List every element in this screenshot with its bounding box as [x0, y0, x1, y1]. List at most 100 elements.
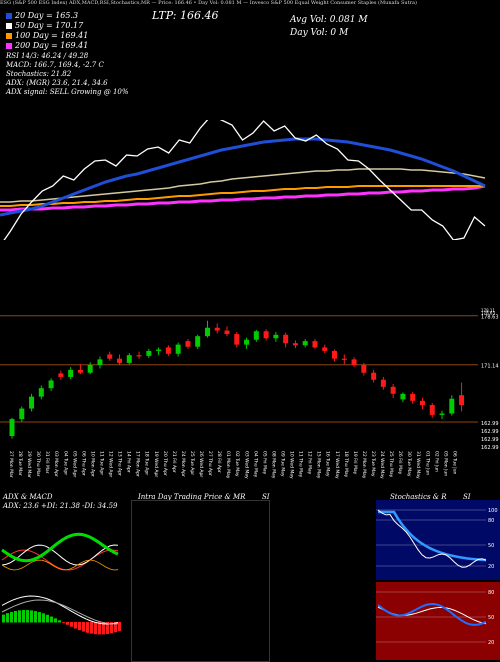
- date-label: 17 Mon Apr: [135, 451, 141, 477]
- macd-bar: [90, 622, 93, 634]
- candle-body: [156, 349, 162, 351]
- price-level-label: 162.99: [481, 421, 499, 427]
- stoch-text: Stochastics: 21.82: [6, 70, 72, 78]
- date-label: 29 Wed Mar: [26, 451, 32, 478]
- candle-body: [195, 336, 201, 347]
- macd-bar: [86, 622, 89, 633]
- price-level-label: 178.63: [481, 315, 499, 321]
- legend-sma100-label: 100 Day = 169.41: [15, 31, 89, 40]
- plus-di-line: [1, 544, 119, 566]
- candle-body: [380, 379, 386, 387]
- date-label: 21 Fri Apr: [171, 451, 177, 473]
- sma50-line: [0, 168, 486, 203]
- candle-body: [371, 372, 377, 380]
- price-level-label: 171.14: [481, 364, 499, 370]
- adx-panel-bg: [0, 510, 124, 660]
- date-label: 25 Tue Apr: [189, 451, 195, 475]
- date-label: 19 Fri May: [352, 451, 358, 475]
- indicator-info: RSI 14/3: 46.24 / 49.28 MACD: 166.7, 169…: [6, 52, 104, 79]
- candle-body: [29, 396, 35, 409]
- adx-panel-values: ADX: 23.6 +DI: 21.38 -DI: 34.59: [3, 502, 118, 510]
- candle-body: [224, 330, 230, 335]
- intraday-panel: [131, 500, 270, 662]
- macd-bar: [106, 622, 109, 635]
- rsi-tick-label: 20: [488, 640, 494, 646]
- minus-di-line: [1, 549, 119, 571]
- macd-signal-line: [1, 599, 119, 625]
- date-label: 05 Mon Jun: [442, 451, 448, 476]
- sma20-swatch: [6, 13, 12, 19]
- macd-bar: [98, 622, 101, 635]
- macd-bar: [102, 622, 105, 635]
- date-label: 26 Fri May: [397, 451, 403, 475]
- adx-panel-title: ADX & MACD: [3, 493, 53, 501]
- candle-body: [419, 400, 425, 406]
- adx-signal-text: ADX signal: SELL Growing @ 10%: [6, 88, 129, 96]
- date-label: 11 Thu May: [298, 451, 304, 478]
- date-label: 22 Mon May: [361, 451, 367, 479]
- candle-body: [234, 334, 240, 345]
- macd-line: [1, 595, 119, 625]
- legend-sma20: 20 Day = 165.3: [6, 11, 146, 21]
- candle-body: [332, 350, 338, 359]
- candle-body: [439, 413, 445, 415]
- rsi-tick-label: 80: [488, 590, 494, 596]
- candle-body: [361, 365, 367, 373]
- candle-body: [9, 419, 15, 436]
- date-label: 25 Thu May: [388, 451, 394, 478]
- price-line: [3, 120, 486, 240]
- macd-bar: [42, 613, 45, 623]
- macd-bar: [70, 622, 73, 627]
- stoch-tick-label: 100: [488, 508, 498, 514]
- rsi-panel-bg: [376, 582, 500, 660]
- date-label: 23 Tue May: [370, 451, 376, 477]
- candlestick-chart: 178.63 171.14 162.99 162.99 162.99 162.99 178.…: [0, 308, 499, 479]
- date-label: 19 Wed Apr: [153, 451, 159, 477]
- candle-body: [136, 355, 142, 357]
- candle-body: [312, 341, 318, 348]
- candle-body: [322, 347, 328, 351]
- candle-body: [146, 350, 152, 356]
- candle-body: [390, 386, 396, 394]
- top-price-label: 178.63: [481, 311, 495, 316]
- candle-body: [429, 405, 435, 415]
- date-label: 24 Wed May: [379, 451, 385, 479]
- date-label: 27 Mon Mar: [8, 451, 14, 478]
- sma-legend: 20 Day = 165.3 50 Day = 170.17 100 Day =…: [6, 11, 146, 51]
- macd-bar: [66, 622, 69, 625]
- candle-body: [165, 347, 171, 354]
- stoch-tick-label: 50: [488, 543, 494, 549]
- candle-body: [38, 388, 44, 397]
- macd-bar: [38, 612, 41, 623]
- macd-bar: [10, 611, 13, 623]
- macd-bar: [82, 622, 85, 632]
- date-label: 30 Thu Mar: [35, 451, 41, 477]
- date-label: 05 Wed Apr: [71, 451, 77, 477]
- date-label: 03 Mon Apr: [53, 451, 59, 477]
- stoch-d-line: [378, 510, 487, 562]
- candle-body: [204, 327, 210, 337]
- candle-body: [107, 354, 113, 359]
- macd-bar: [2, 614, 5, 623]
- macd-text: MACD: 166.7, 169.4, -2.7 C: [6, 61, 104, 69]
- candle-body: [214, 327, 220, 331]
- date-label: 12 Fri May: [307, 451, 313, 475]
- macd-bar: [114, 622, 117, 633]
- stoch-tick-label: 20: [488, 564, 494, 570]
- ticker-strip: ESG (S&P 500 ESG Index) ADX,MACD,RSI,Sto…: [0, 0, 417, 6]
- date-label: 04 Tue Apr: [62, 451, 68, 475]
- date-label: 17 Wed May: [334, 451, 340, 479]
- sma20-line: [0, 137, 486, 217]
- candle-body: [175, 344, 181, 354]
- macd-bar: [50, 616, 53, 623]
- date-label: 18 Tue Apr: [144, 451, 150, 475]
- candle-body: [292, 343, 298, 346]
- adx-text: ADX: (MGR) 23.6, 21.4, 34.6: [6, 79, 108, 87]
- date-label: 28 Fri Apr: [216, 451, 222, 473]
- avg-volume: Avg Vol: 0.081 M: [290, 15, 368, 25]
- date-label: 11 Tue Apr: [98, 451, 104, 475]
- top-price-label: 178.11: [481, 308, 495, 313]
- candle-body: [48, 380, 54, 389]
- candle-body: [185, 341, 191, 347]
- candle-body: [253, 331, 259, 340]
